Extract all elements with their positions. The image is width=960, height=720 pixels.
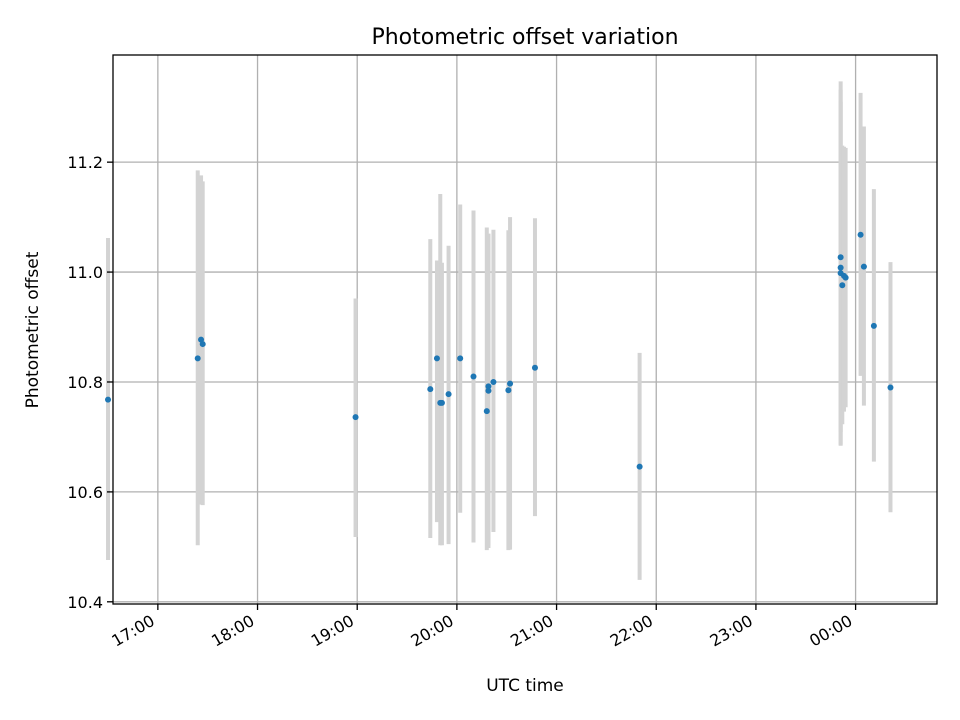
data-point [483,408,490,415]
y-tick-label: 10.4 [67,593,103,612]
data-point [860,263,867,270]
y-tick-label: 10.8 [67,373,103,392]
data-point [837,254,844,261]
data-point [490,378,497,385]
data-points [105,231,894,470]
y-tick-label: 11.2 [67,153,103,172]
data-point [857,231,864,238]
data-point [433,355,440,362]
data-point [438,399,445,406]
y-tick-label: 10.6 [67,483,103,502]
data-point [839,282,846,289]
data-point [352,414,359,421]
data-point [636,463,643,470]
y-tick-label: 11.0 [67,263,103,282]
data-point [199,341,206,348]
data-point [531,364,538,371]
plot-frame [112,54,938,605]
data-point [445,391,452,398]
data-point [470,373,477,380]
data-point [427,386,434,393]
grid-lines [113,55,937,604]
data-point [194,355,201,362]
data-point [507,380,514,387]
data-point [505,387,512,394]
data-point [887,384,894,391]
y-axis-label: Photometric offset [23,251,43,408]
data-point [485,387,492,394]
x-axis-label: UTC time [486,676,564,696]
data-point [485,383,492,390]
chart-title: Photometric offset variation [371,25,678,50]
y-axis-ticks: 10.4 10.6 10.8 11.0 11.2 [67,153,113,612]
data-point [105,396,112,403]
data-point [842,274,849,281]
data-point [837,264,844,271]
data-point [457,355,464,362]
data-point [870,322,877,329]
